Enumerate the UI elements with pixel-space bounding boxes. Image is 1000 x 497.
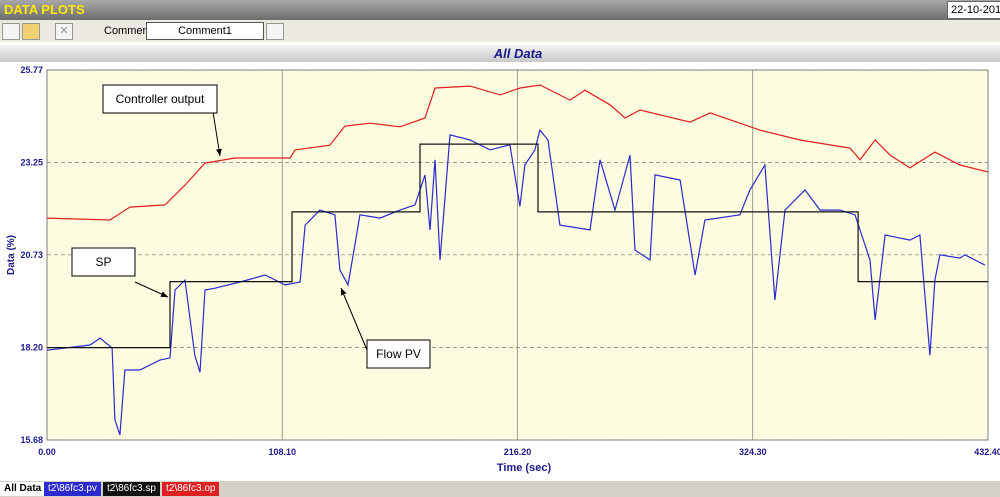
annotation-box [71,247,136,277]
comment-label: Comment [104,25,152,37]
annotation-arrow [212,111,222,157]
date-field[interactable]: 22-10-2014 [947,1,1000,19]
y-tick-label: 25.77 [20,65,43,75]
x-tick-label: 324.30 [739,447,767,457]
annotation-box [102,84,218,114]
annotation-arrow [340,287,368,351]
y-tick-label: 23.25 [20,157,43,167]
x-tick-label: 216.20 [504,447,532,457]
annotation-text: SP [95,255,111,269]
x-tick-label: 108.10 [268,447,296,457]
y-tick-label: 18.20 [20,343,43,353]
annotation-text: Flow PV [376,347,421,361]
x-tick-label: 432.40 [974,447,1000,457]
undo-button[interactable] [2,23,20,40]
title-bar: DATA PLOTS 22-10-2014 [0,0,1000,20]
annotation-text: Controller output [116,92,205,106]
tab[interactable]: All Data [0,482,46,496]
open-button[interactable] [22,23,40,40]
y-tick-label: 15.68 [20,435,43,445]
legend-tab[interactable]: t2\86fc3.pv [44,482,101,496]
y-axis-label: Data (%) [6,235,17,275]
tab-bar: All Data t2\86fc3.pv t2\86fc3.sp t2\86fc3.… [0,481,1000,497]
x-axis-label: Time (sec) [497,462,552,474]
chart: All Data Time (sec) Data (%) 15.68 18.20 2… [0,42,1000,481]
series-line [46,84,989,221]
toolbar: ✕ Comment Comment1 [0,20,1000,43]
y-tick-label: 20.73 [20,250,43,260]
comment-input[interactable]: Comment1 [146,22,264,40]
series-line [47,143,988,349]
spell-button[interactable] [266,23,284,40]
chart-title: All Data [493,46,542,61]
series-line [46,128,986,436]
annotation-box [366,339,431,369]
legend-tab[interactable]: t2\86fc3.op [162,482,220,496]
annotation-arrow [134,281,169,298]
x-tick-label: 0.00 [38,447,56,457]
window-title: DATA PLOTS [4,2,85,17]
legend-tab[interactable]: t2\86fc3.sp [103,482,160,496]
chart-header [0,45,1000,62]
close-button[interactable]: ✕ [55,23,73,40]
